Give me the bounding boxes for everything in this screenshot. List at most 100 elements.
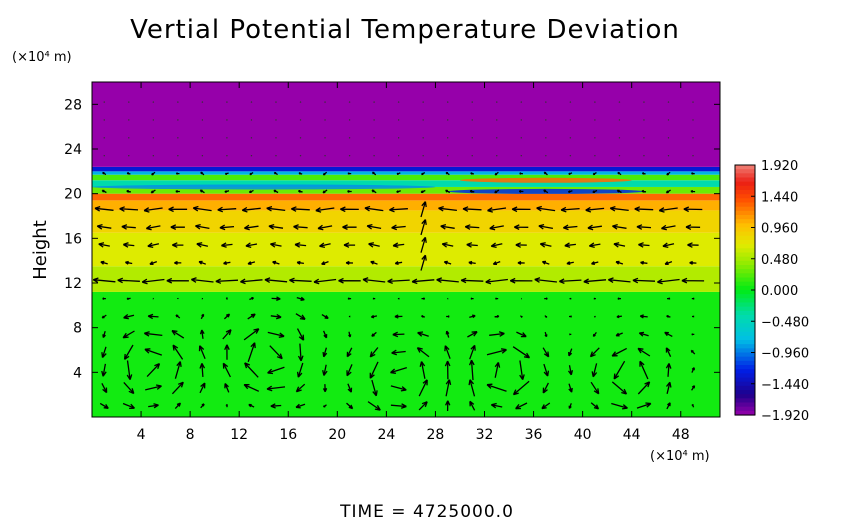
wind-arrow — [609, 205, 629, 212]
wind-arrow — [418, 401, 428, 411]
colorbar-segment — [735, 323, 755, 329]
wind-dot — [618, 101, 621, 103]
wind-dot — [226, 155, 228, 157]
wind-arrow — [486, 348, 507, 356]
wind-arrow — [244, 362, 259, 378]
wind-arrow — [681, 277, 705, 284]
wind-arrow — [94, 205, 114, 212]
wind-dot — [471, 155, 473, 157]
wind-arrow — [485, 278, 508, 285]
wind-arrow — [420, 201, 427, 218]
wind-arrow — [340, 206, 359, 213]
wind-arrow — [247, 313, 256, 320]
wind-arrow — [470, 172, 475, 175]
colorbar-segment — [735, 410, 755, 416]
x-tick-label: 4 — [137, 427, 146, 443]
wind-arrow — [583, 278, 607, 285]
x-tick-label: 28 — [427, 427, 445, 443]
wind-arrow — [691, 297, 695, 300]
wind-arrow — [396, 190, 401, 193]
wind-arrow — [637, 347, 651, 357]
wind-arrow — [462, 206, 482, 212]
colorbar-segment — [735, 373, 755, 379]
wind-arrow — [487, 207, 507, 213]
wind-dot — [152, 119, 155, 121]
wind-arrow — [568, 383, 573, 393]
colorbar-segment — [735, 344, 755, 349]
wind-dot — [348, 119, 351, 121]
colorbar-tick-label: −1.920 — [761, 409, 809, 424]
y-tick-label: 20 — [64, 187, 82, 203]
wind-arrow — [387, 278, 410, 285]
wind-arrow — [150, 189, 156, 194]
wind-arrow — [322, 189, 328, 194]
wind-arrow — [594, 315, 596, 318]
wind-arrow — [347, 383, 353, 393]
wind-arrow — [270, 242, 282, 248]
y-tick-label: 8 — [73, 321, 82, 337]
wind-arrow — [321, 314, 329, 320]
wind-dot — [250, 101, 253, 103]
wind-dot — [226, 101, 228, 103]
wind-arrow — [125, 260, 133, 265]
wind-dot — [692, 101, 694, 103]
wind-arrow — [151, 171, 156, 176]
colorbar-segment — [735, 298, 755, 304]
wind-arrow — [420, 219, 427, 236]
wind-dot — [618, 119, 621, 121]
wind-dot — [545, 137, 547, 139]
wind-arrow — [241, 206, 261, 213]
colorbar-segment — [735, 269, 755, 274]
wind-arrow — [568, 172, 573, 175]
colorbar-segment — [735, 306, 755, 312]
wind-arrow — [617, 297, 621, 300]
wind-arrow — [315, 207, 335, 213]
wind-dot — [152, 155, 155, 157]
wind-arrow — [391, 224, 406, 231]
wind-arrow — [494, 171, 499, 176]
wind-arrow — [592, 189, 598, 194]
wind-arrow — [171, 329, 185, 339]
wind-arrow — [514, 224, 529, 230]
wind-arrow — [222, 362, 231, 378]
colorbar-tick-label: −1.440 — [761, 378, 809, 393]
wind-arrow — [607, 277, 631, 283]
wind-arrow — [322, 171, 328, 176]
wind-arrow — [468, 260, 476, 265]
wind-dot — [103, 155, 105, 157]
wind-arrow — [200, 313, 205, 320]
wind-arrow — [592, 332, 597, 337]
wind-dot — [569, 119, 572, 121]
y-tick-label: 24 — [64, 142, 82, 158]
wind-dot — [324, 137, 326, 139]
wind-dot — [201, 155, 204, 157]
wind-arrow — [516, 331, 527, 338]
wind-arrow — [569, 333, 572, 336]
wind-arrow — [369, 347, 379, 358]
wind-arrow — [445, 379, 452, 397]
field-band — [92, 291, 720, 417]
wind-arrow — [296, 296, 305, 301]
colorbar-segment — [735, 377, 755, 383]
wind-arrow — [148, 403, 159, 409]
wind-arrow — [509, 277, 533, 284]
wind-dot — [594, 137, 596, 139]
wind-dot — [177, 101, 179, 103]
colorbar-segment — [735, 302, 755, 308]
wind-arrow — [215, 278, 239, 284]
wind-arrow — [611, 347, 628, 357]
wind-arrow — [147, 313, 159, 320]
wind-arrow — [394, 314, 403, 319]
wind-arrow — [126, 297, 131, 301]
wind-dot — [275, 119, 277, 121]
wind-arrow — [271, 296, 281, 302]
wind-arrow — [541, 402, 551, 410]
wind-dot — [103, 119, 105, 121]
wind-arrow — [464, 224, 480, 230]
wind-arrow — [126, 189, 132, 193]
field-band — [92, 180, 720, 187]
wind-arrow — [347, 172, 352, 175]
wind-dot — [471, 101, 473, 103]
colorbar-segment — [735, 315, 755, 320]
wind-dot — [299, 155, 302, 157]
